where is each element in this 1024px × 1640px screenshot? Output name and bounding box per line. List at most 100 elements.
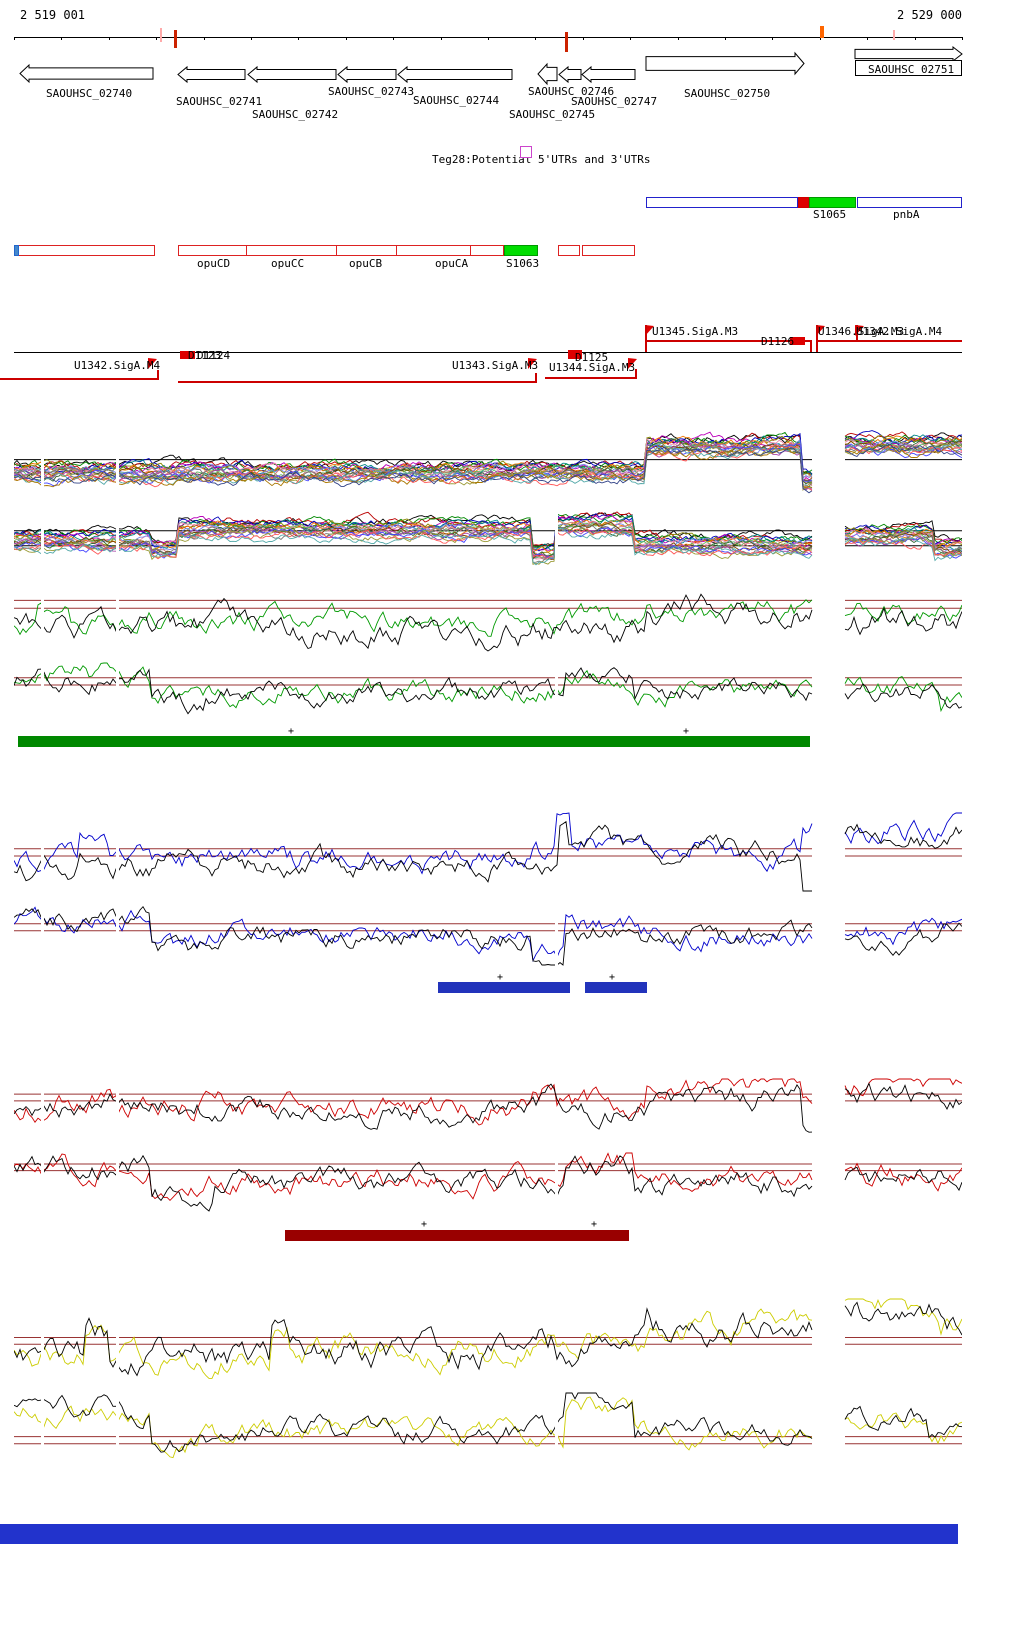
utr-box-icon[interactable] bbox=[520, 146, 532, 158]
transcript-label: D1123 bbox=[188, 349, 222, 362]
signal-trace bbox=[844, 520, 962, 541]
transcript-flag[interactable] bbox=[628, 358, 637, 369]
operon-segment-blue-left[interactable] bbox=[646, 197, 798, 208]
ruler-tick bbox=[867, 37, 869, 40]
signal-trace bbox=[14, 1308, 813, 1379]
opu-small-segment-2[interactable] bbox=[582, 245, 635, 256]
signal-trace bbox=[14, 593, 813, 652]
signal-trace bbox=[844, 440, 962, 454]
signal-trace bbox=[14, 446, 813, 488]
transcript-flag[interactable] bbox=[148, 358, 157, 369]
signal-trace bbox=[844, 540, 962, 557]
blue-signal-track-1[interactable] bbox=[14, 812, 962, 892]
gene-arrow[interactable] bbox=[337, 65, 397, 84]
opu-main-bar[interactable] bbox=[178, 245, 504, 256]
red-signal-track-2[interactable] bbox=[14, 1152, 962, 1212]
ruler-end-coordinate: 2 529 000 bbox=[897, 8, 963, 22]
track-gap bbox=[41, 1152, 44, 1212]
transcript-extent-line bbox=[858, 340, 962, 342]
operon-segment-S1063[interactable] bbox=[504, 245, 538, 256]
blue-signal-track-2[interactable] bbox=[14, 902, 962, 966]
opu-left-bar[interactable] bbox=[14, 245, 155, 256]
green-signal-track-2[interactable] bbox=[14, 662, 962, 718]
red-signal-track-1[interactable] bbox=[14, 1078, 962, 1140]
opu-small-segment-1[interactable] bbox=[558, 245, 580, 256]
operon-segment-pnbA[interactable] bbox=[857, 197, 962, 208]
gene-arrow[interactable] bbox=[397, 65, 513, 84]
bottom-blue-bar[interactable] bbox=[0, 1524, 958, 1544]
ruler-tick bbox=[914, 37, 916, 40]
operon-label: opuCD bbox=[197, 257, 231, 270]
transcript-label: U1342.SigA.M4 bbox=[856, 325, 943, 338]
detected-transcript-bar-blue-1[interactable] bbox=[438, 982, 570, 993]
green-signal-track-1[interactable] bbox=[14, 592, 962, 652]
transcript-extent-line bbox=[0, 378, 158, 380]
signal-trace bbox=[14, 812, 813, 875]
signal-trace bbox=[14, 906, 813, 963]
transcript-feature-box[interactable] bbox=[790, 337, 805, 345]
ruler-tick bbox=[14, 37, 15, 40]
detected-transcript-bar-green[interactable] bbox=[18, 736, 810, 747]
yellow-signal-track-1[interactable] bbox=[14, 1298, 962, 1382]
yellow-signal-track-2[interactable] bbox=[14, 1392, 962, 1464]
track-gap bbox=[116, 902, 119, 966]
operon-label: pnbA bbox=[893, 208, 920, 221]
gene-arrow[interactable] bbox=[581, 65, 636, 84]
detected-transcript-bar-blue-2[interactable] bbox=[585, 982, 647, 993]
transcript-feature-box[interactable] bbox=[180, 351, 195, 359]
opu-left-blue-tick[interactable] bbox=[14, 245, 19, 256]
gene-arrow[interactable] bbox=[247, 65, 337, 84]
signal-trace bbox=[844, 443, 962, 455]
plus-mark: + bbox=[421, 1219, 428, 1230]
signal-trace bbox=[14, 431, 813, 483]
transcript-flag[interactable] bbox=[816, 325, 825, 336]
track-gap bbox=[555, 1152, 558, 1212]
gene-label: SAOUHSC_02750 bbox=[684, 87, 771, 100]
track-gap bbox=[116, 812, 119, 892]
signal-trace bbox=[14, 820, 812, 892]
transcript-label: D1126 bbox=[761, 335, 795, 348]
track-gap bbox=[41, 902, 44, 966]
operon-divider bbox=[470, 245, 471, 256]
signal-trace bbox=[14, 1078, 813, 1126]
transcript-flag[interactable] bbox=[528, 358, 537, 369]
ruler-mark bbox=[565, 32, 568, 52]
gene-arrow[interactable] bbox=[537, 62, 558, 86]
gene-arrow[interactable] bbox=[19, 63, 154, 84]
gene-arrow[interactable] bbox=[558, 65, 582, 84]
operon-red-block[interactable] bbox=[798, 197, 809, 208]
detected-transcript-bar-darkred[interactable] bbox=[285, 1230, 629, 1241]
transcript-flag[interactable] bbox=[645, 325, 654, 336]
transcript-label: D1124 bbox=[197, 349, 231, 362]
mixed-signal-track-1[interactable] bbox=[14, 425, 962, 497]
gene-label: SAOUHSC_02746 bbox=[528, 85, 615, 98]
gene-arrow[interactable] bbox=[177, 65, 246, 84]
track-gap bbox=[41, 1392, 44, 1464]
transcript-boundary-tick bbox=[645, 325, 647, 352]
gene-label: SAOUHSC_02741 bbox=[176, 95, 263, 108]
signal-trace bbox=[14, 528, 813, 560]
transcript-label: U1342.SigA.M4 bbox=[74, 359, 161, 372]
transcript-label: D1125 bbox=[575, 351, 609, 364]
signal-trace bbox=[844, 443, 962, 459]
signal-trace bbox=[14, 520, 813, 560]
plus-mark: + bbox=[683, 726, 690, 737]
transcript-feature-box[interactable] bbox=[568, 350, 582, 359]
ruler-tick bbox=[298, 37, 300, 40]
track-gap bbox=[116, 1392, 119, 1464]
gene-label: SAOUHSC_02747 bbox=[571, 95, 658, 108]
operon-segment-S1065[interactable] bbox=[809, 197, 856, 208]
gene-label: SAOUHSC_02745 bbox=[509, 108, 596, 121]
track-gap bbox=[41, 592, 44, 652]
ruler-tick bbox=[61, 37, 63, 40]
mixed-signal-track-2[interactable] bbox=[14, 508, 962, 573]
signal-trace bbox=[14, 905, 813, 966]
track-gap bbox=[116, 1152, 119, 1212]
gene-arrow[interactable] bbox=[645, 51, 805, 76]
gene-arrow[interactable] bbox=[854, 45, 963, 63]
annotation-layer bbox=[19, 45, 963, 369]
operon-divider bbox=[336, 245, 337, 256]
signal-trace bbox=[844, 531, 962, 554]
gene-label: SAOUHSC_02751 bbox=[868, 63, 955, 76]
transcript-boundary-tick bbox=[856, 325, 858, 342]
